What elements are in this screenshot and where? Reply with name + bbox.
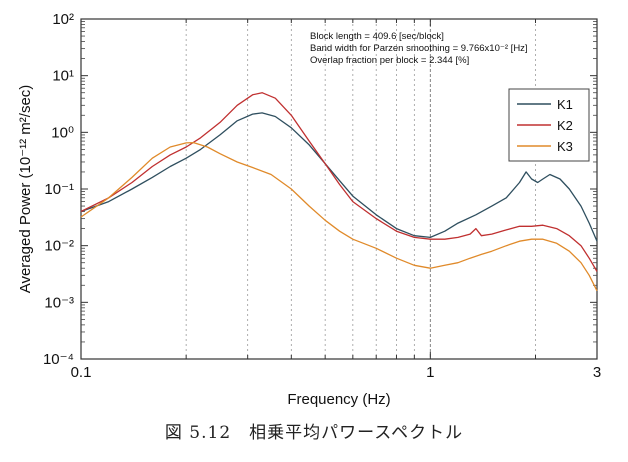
grid-lines	[185, 19, 536, 359]
y-tick-label: 10⁻³	[44, 294, 74, 311]
series-line-k2	[80, 92, 598, 272]
legend-label-k1: K1	[557, 97, 573, 112]
figure-caption: 図 5.12 相乗平均パワースペクトル	[164, 423, 464, 443]
x-axis-label: Frequency (Hz)	[287, 391, 390, 408]
series-line-k1	[80, 112, 598, 242]
annotation-block: Block length = 409.6 [sec/block] Band wi…	[310, 31, 528, 66]
y-tick-label: 10⁰	[51, 124, 74, 141]
annotation-overlap-fraction: Overlap fraction per block = 2.344 [%]	[310, 55, 469, 66]
series-lines	[80, 92, 598, 292]
legend-label-k2: K2	[557, 118, 573, 133]
plot-area	[80, 18, 598, 360]
x-tick-label: 3	[593, 364, 601, 381]
y-tick-label: 10⁻⁴	[43, 351, 74, 368]
axis-ticks: 10⁻⁴ 10⁻³ 10⁻² 10⁻¹ 10⁰ 10¹ 10² 0.1 1 3	[43, 11, 601, 381]
annotation-band-width: Band width for Parzen smoothing = 9.766x…	[310, 43, 528, 54]
series-line-k3	[80, 141, 598, 292]
annotation-block-length: Block length = 409.6 [sec/block]	[310, 31, 444, 42]
x-tick-label: 1	[426, 364, 434, 381]
y-tick-label: 10²	[52, 11, 74, 28]
legend: K1 K2 K3	[508, 88, 590, 162]
y-tick-label: 10¹	[52, 68, 74, 85]
y-tick-label: 10⁻¹	[44, 181, 74, 198]
legend-label-k3: K3	[557, 139, 573, 154]
y-axis-label: Averaged Power (10⁻¹² m²/sec)	[17, 85, 34, 294]
y-tick-label: 10⁻²	[44, 238, 74, 255]
x-tick-label: 0.1	[71, 364, 92, 381]
